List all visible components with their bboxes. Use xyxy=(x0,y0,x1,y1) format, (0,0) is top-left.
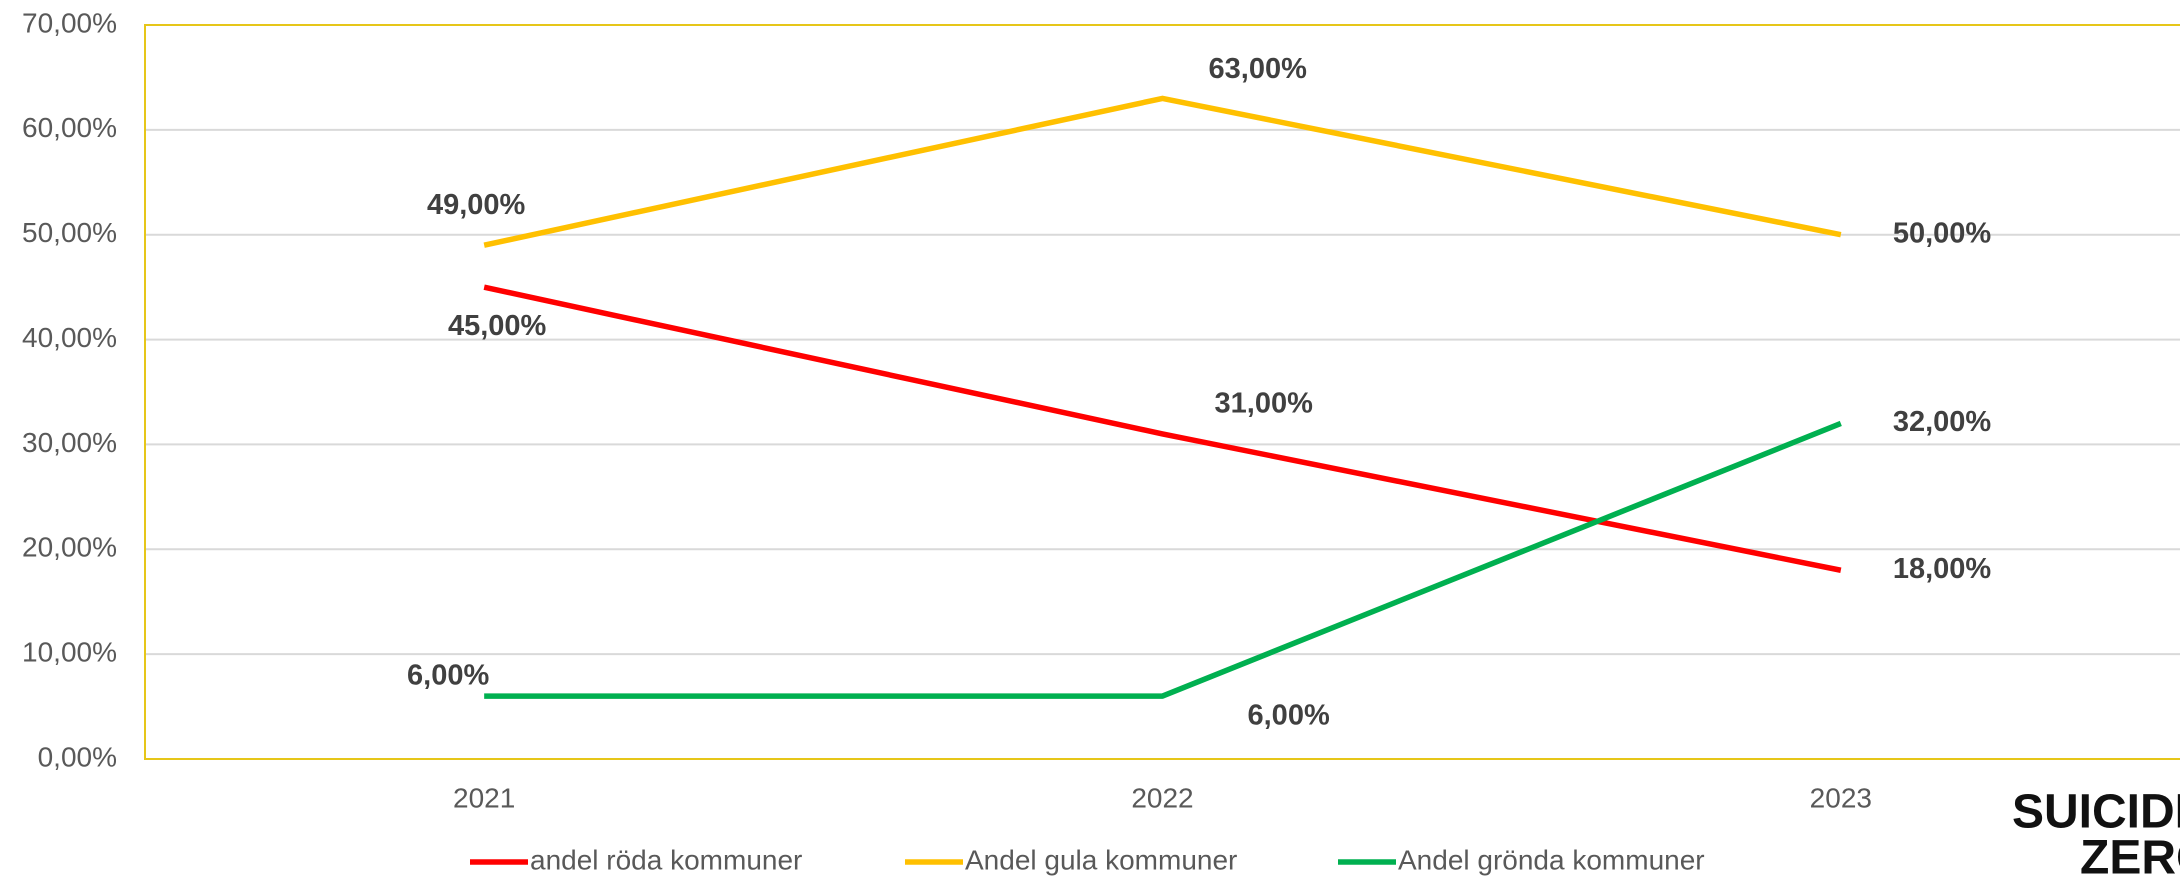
series-line xyxy=(483,284,1842,573)
data-label: 32,00% xyxy=(1893,406,1992,438)
y-tick-label: 60,00% xyxy=(22,112,117,143)
data-label: 49,00% xyxy=(427,189,526,221)
y-tick-label: 30,00% xyxy=(22,427,117,458)
series-line xyxy=(484,420,1842,699)
legend-label: Andel gula kommuner xyxy=(965,844,1237,875)
y-tick-label: 20,00% xyxy=(22,532,117,563)
series-line xyxy=(483,95,1842,248)
legend-label: andel röda kommuner xyxy=(530,844,802,875)
y-tick-label: 10,00% xyxy=(22,637,117,668)
x-tick-label: 2021 xyxy=(453,782,515,813)
data-label: 31,00% xyxy=(1215,388,1314,420)
data-label: 6,00% xyxy=(407,660,489,692)
y-tick-label: 50,00% xyxy=(22,217,117,248)
data-label: 45,00% xyxy=(448,310,547,342)
y-tick-label: 0,00% xyxy=(38,741,117,772)
logo-text: SUICIDE xyxy=(2012,786,2180,839)
logo-text: ZERO xyxy=(2080,832,2180,879)
y-tick-label: 40,00% xyxy=(22,322,117,353)
data-label: 18,00% xyxy=(1893,553,1992,585)
x-tick-label: 2022 xyxy=(1131,782,1193,813)
legend-label: Andel grönda kommuner xyxy=(1398,844,1705,875)
x-tick-label: 2023 xyxy=(1810,782,1872,813)
y-tick-label: 70,00% xyxy=(22,7,117,38)
data-label: 6,00% xyxy=(1248,700,1330,732)
plot-border xyxy=(144,24,2180,760)
data-label: 50,00% xyxy=(1893,217,1992,249)
data-label: 63,00% xyxy=(1209,53,1308,85)
